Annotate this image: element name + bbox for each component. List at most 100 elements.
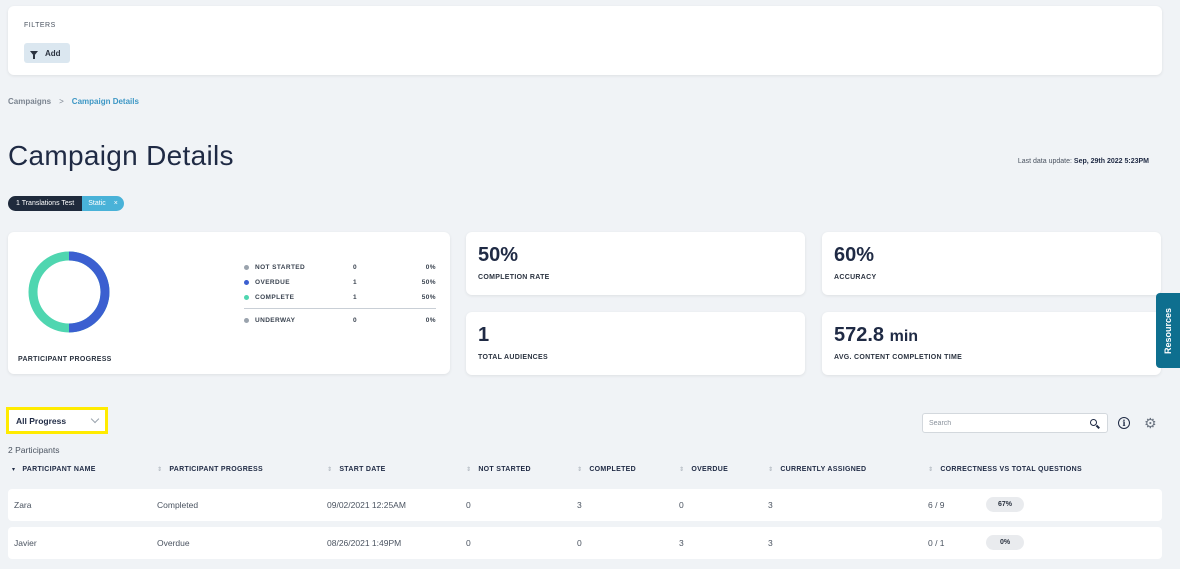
avg-completion-time-value: 572.8 min bbox=[834, 324, 918, 347]
column-header-label: CURRENTLY ASSIGNED bbox=[780, 466, 867, 473]
column-header-start-date[interactable]: ⇕ START DATE bbox=[327, 466, 386, 473]
correctness-percent-badge: 67% bbox=[986, 497, 1024, 512]
sort-icon: ⇕ bbox=[768, 467, 774, 473]
completion-rate-card: 50% COMPLETION RATE bbox=[466, 232, 805, 295]
cell-name: Javier bbox=[14, 538, 37, 548]
legend-dot bbox=[244, 280, 249, 285]
progress-filter-value: All Progress bbox=[16, 415, 67, 426]
legend-name: OVERDUE bbox=[255, 279, 290, 286]
legend-row-underway: UNDERWAY 0 0% bbox=[244, 308, 436, 327]
search-input[interactable] bbox=[929, 417, 1079, 430]
avg-time-number: 572.8 bbox=[834, 324, 885, 346]
cell-start-date: 08/26/2021 1:49PM bbox=[327, 538, 402, 548]
sort-icon: ⇕ bbox=[577, 467, 583, 473]
participant-count: 2 Participants bbox=[8, 445, 60, 455]
campaign-type-label: Static bbox=[88, 200, 106, 207]
search-box bbox=[922, 413, 1108, 433]
progress-filter-select[interactable]: All Progress bbox=[6, 407, 108, 434]
legend-percent: 50% bbox=[421, 279, 436, 286]
search-icon[interactable] bbox=[1090, 419, 1097, 426]
resources-tab[interactable]: Resources bbox=[1156, 293, 1180, 368]
table-row[interactable]: Zara Completed 09/02/2021 12:25AM 0 3 0 … bbox=[8, 489, 1162, 521]
participant-progress-label: PARTICIPANT PROGRESS bbox=[18, 356, 112, 363]
sort-icon: ⇕ bbox=[928, 467, 934, 473]
breadcrumb-separator-icon: > bbox=[59, 97, 64, 106]
legend-dot bbox=[244, 317, 249, 323]
total-audiences-value: 1 bbox=[478, 324, 490, 346]
cell-name: Zara bbox=[14, 500, 32, 510]
cell-not-started: 0 bbox=[466, 500, 471, 510]
progress-donut-chart bbox=[28, 251, 110, 333]
legend-dot bbox=[244, 295, 249, 300]
breadcrumb: Campaigns > Campaign Details bbox=[8, 97, 139, 106]
accuracy-card: 60% ACCURACY bbox=[822, 232, 1161, 295]
sort-icon: ⇕ bbox=[466, 467, 472, 473]
cell-assigned: 3 bbox=[768, 538, 773, 548]
avg-time-unit: min bbox=[889, 328, 919, 345]
legend-row-not-started: NOT STARTED 0 0% bbox=[244, 260, 436, 275]
cell-progress: Completed bbox=[157, 500, 199, 510]
completion-rate-value: 50% bbox=[478, 244, 519, 266]
campaign-type-chip: Static × bbox=[82, 196, 124, 211]
cell-start-date: 09/02/2021 12:25AM bbox=[327, 500, 406, 510]
page-title: Campaign Details bbox=[8, 140, 234, 171]
column-header-label: START DATE bbox=[339, 466, 386, 473]
legend-percent: 0% bbox=[425, 316, 436, 324]
legend-count: 0 bbox=[353, 264, 358, 271]
filter-icon bbox=[30, 50, 38, 59]
total-audiences-label: TOTAL AUDIENCES bbox=[478, 354, 548, 361]
chevron-down-icon bbox=[90, 414, 100, 424]
filters-panel: FILTERS Add bbox=[8, 6, 1162, 75]
accuracy-value: 60% bbox=[834, 244, 875, 266]
column-header-label: PARTICIPANT NAME bbox=[22, 466, 96, 473]
sort-icon: ⇕ bbox=[679, 467, 685, 473]
legend-percent: 0% bbox=[425, 264, 436, 271]
add-filter-button[interactable]: Add bbox=[24, 43, 70, 63]
campaign-chips: 1 Translations Test Static × bbox=[8, 196, 124, 211]
column-header-overdue[interactable]: ⇕ OVERDUE bbox=[679, 466, 728, 473]
legend-count: 1 bbox=[353, 279, 358, 286]
legend-name: NOT STARTED bbox=[255, 264, 306, 271]
add-filter-label: Add bbox=[45, 48, 61, 58]
gear-icon[interactable]: ⚙ bbox=[1144, 415, 1157, 431]
legend-count: 1 bbox=[353, 294, 358, 301]
column-header-label: PARTICIPANT PROGRESS bbox=[169, 466, 263, 473]
total-audiences-card: 1 TOTAL AUDIENCES bbox=[466, 312, 805, 375]
last-update-label: Last data update: bbox=[1017, 158, 1072, 165]
column-header-completed[interactable]: ⇕ COMPLETED bbox=[577, 466, 636, 473]
sort-icon: ⇕ bbox=[327, 467, 333, 473]
resources-label: Resources bbox=[1163, 307, 1173, 354]
info-icon[interactable]: i bbox=[1118, 417, 1130, 429]
correctness-percent-badge: 0% bbox=[986, 535, 1024, 550]
column-header-label: NOT STARTED bbox=[478, 466, 531, 473]
campaign-chip: 1 Translations Test bbox=[8, 196, 83, 211]
filters-label: FILTERS bbox=[24, 22, 56, 29]
donut-overdue-segment bbox=[68, 251, 110, 333]
cell-not-started: 0 bbox=[466, 538, 471, 548]
legend-row-overdue: OVERDUE 1 50% bbox=[244, 275, 436, 290]
column-header-not-started[interactable]: ⇕ NOT STARTED bbox=[466, 466, 531, 473]
cell-overdue: 0 bbox=[679, 500, 684, 510]
column-header-name[interactable]: ▾ PARTICIPANT NAME bbox=[12, 466, 96, 473]
column-header-label: CORRECTNESS VS TOTAL QUESTIONS bbox=[940, 466, 1082, 473]
cell-correctness: 6 / 9 bbox=[928, 500, 945, 510]
sort-icon: ▾ bbox=[12, 467, 16, 473]
avg-completion-time-card: 572.8 min AVG. CONTENT COMPLETION TIME bbox=[822, 312, 1161, 375]
column-header-correctness[interactable]: ⇕ CORRECTNESS VS TOTAL QUESTIONS bbox=[928, 466, 1082, 473]
completion-rate-label: COMPLETION RATE bbox=[478, 274, 550, 281]
participant-progress-card: NOT STARTED 0 0% OVERDUE 1 50% COMPLETE … bbox=[8, 232, 450, 374]
remove-chip-icon[interactable]: × bbox=[113, 200, 118, 207]
table-header: ▾ PARTICIPANT NAME ⇕ PARTICIPANT PROGRES… bbox=[0, 466, 1180, 478]
breadcrumb-current: Campaign Details bbox=[71, 97, 139, 106]
table-row[interactable]: Javier Overdue 08/26/2021 1:49PM 0 0 3 3… bbox=[8, 527, 1162, 559]
breadcrumb-campaigns[interactable]: Campaigns bbox=[8, 97, 52, 106]
cell-correctness: 0 / 1 bbox=[928, 538, 945, 548]
legend-name: COMPLETE bbox=[255, 294, 295, 301]
cell-completed: 3 bbox=[577, 500, 582, 510]
legend-name: UNDERWAY bbox=[255, 316, 296, 324]
column-header-label: OVERDUE bbox=[691, 466, 729, 473]
cell-progress: Overdue bbox=[157, 538, 190, 548]
column-header-assigned[interactable]: ⇕ CURRENTLY ASSIGNED bbox=[768, 466, 866, 473]
column-header-progress[interactable]: ⇕ PARTICIPANT PROGRESS bbox=[157, 466, 263, 473]
legend-dot bbox=[244, 265, 249, 270]
